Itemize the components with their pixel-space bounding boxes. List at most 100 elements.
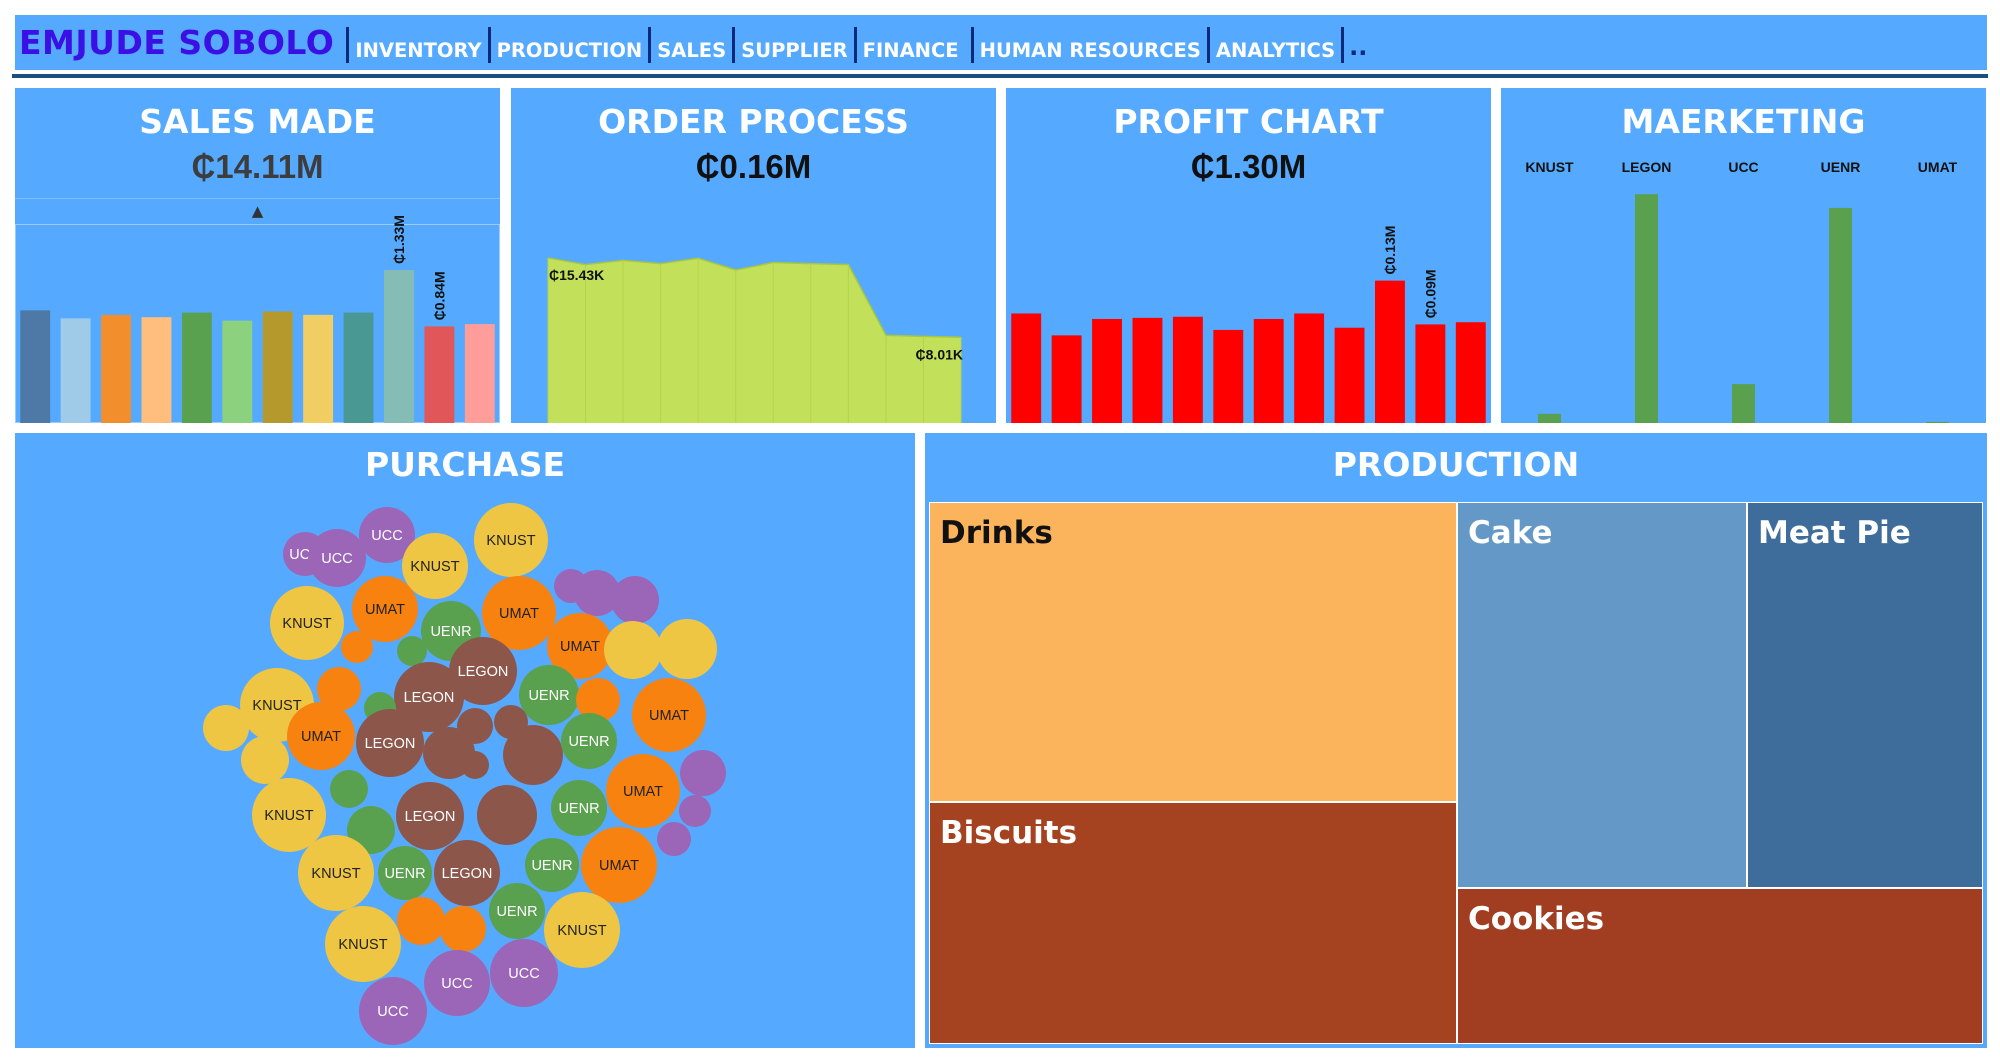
purchase-bubble[interactable] <box>434 840 500 906</box>
purchase-bubble[interactable] <box>657 822 691 856</box>
sales-bar[interactable] <box>343 312 374 423</box>
purchase-bubble[interactable] <box>317 667 361 711</box>
treemap-cell-cookies[interactable]: Cookies <box>1457 888 1983 1044</box>
purchase-bubble-label: UMAT <box>499 606 539 622</box>
profit-bar[interactable] <box>1011 313 1042 423</box>
sales-bar[interactable] <box>101 314 131 423</box>
profit-bar[interactable] <box>1294 313 1325 423</box>
purchase-bubble[interactable] <box>241 736 289 784</box>
sales-bar[interactable] <box>222 320 253 423</box>
nav-separator <box>970 26 974 63</box>
nav-supplier[interactable]: SUPPLIER <box>741 39 848 62</box>
purchase-bubble[interactable] <box>287 702 355 770</box>
purchase-bubble[interactable] <box>440 906 486 952</box>
profit-bar[interactable] <box>1172 316 1203 423</box>
purchase-bubble[interactable] <box>551 780 607 836</box>
purchase-bubble[interactable] <box>519 665 579 725</box>
purchase-bubble[interactable] <box>489 883 545 939</box>
profit-bar[interactable] <box>1051 335 1082 423</box>
marketing-bar[interactable] <box>1926 421 1949 423</box>
marketing-bar[interactable] <box>1829 207 1852 423</box>
sales-bar[interactable] <box>303 314 334 423</box>
purchase-bubble[interactable] <box>576 678 620 722</box>
profit-bar[interactable] <box>1334 327 1365 423</box>
sales-bar[interactable] <box>60 318 91 423</box>
purchase-bubble[interactable] <box>270 586 344 660</box>
purchase-bubble[interactable] <box>449 637 517 705</box>
purchase-bubble[interactable] <box>574 570 620 616</box>
purchase-bubble[interactable] <box>525 838 579 892</box>
purchase-bubble[interactable] <box>679 795 711 827</box>
purchase-bubble[interactable] <box>680 750 726 796</box>
sales-bar[interactable] <box>262 311 293 423</box>
sales-bar[interactable] <box>464 324 495 423</box>
order-area-fill[interactable] <box>548 257 961 423</box>
sales-bar[interactable] <box>20 310 51 423</box>
purchase-bubble[interactable] <box>503 725 563 785</box>
sales-made-value: ₵14.11M <box>191 148 324 185</box>
sales-bar[interactable] <box>424 326 455 423</box>
sales-bar[interactable] <box>181 312 212 423</box>
purchase-bubble[interactable] <box>394 662 464 732</box>
profit-bar[interactable] <box>1253 318 1284 423</box>
nav-sales[interactable]: SALES <box>657 39 727 62</box>
purchase-bubble[interactable] <box>356 709 424 777</box>
purchase-bubble[interactable] <box>477 785 537 845</box>
nav-more-button[interactable]: .. <box>1349 32 1368 61</box>
purchase-bubble[interactable] <box>657 619 717 679</box>
purchase-bubble[interactable] <box>359 977 427 1045</box>
purchase-bubble[interactable] <box>402 533 468 599</box>
treemap-cell-cake[interactable]: Cake <box>1457 502 1747 888</box>
purchase-bubble[interactable] <box>330 770 368 808</box>
purchase-bubble[interactable] <box>252 778 326 852</box>
treemap-cell-biscuits[interactable]: Biscuits <box>929 802 1457 1044</box>
purchase-bubble[interactable] <box>606 754 680 828</box>
order-process-value: ₵0.16M <box>695 148 812 185</box>
purchase-bubble[interactable] <box>396 782 464 850</box>
purchase-bubble[interactable] <box>632 678 706 752</box>
sales-made-title: SALES MADE <box>139 102 376 141</box>
purchase-bubble[interactable] <box>474 503 548 577</box>
nav-human-resources[interactable]: HUMAN RESOURCES <box>979 39 1201 62</box>
purchase-bubble[interactable] <box>581 827 657 903</box>
profit-bar[interactable] <box>1213 329 1244 423</box>
nav-analytics[interactable]: ANALYTICS <box>1215 39 1336 62</box>
purchase-bubble[interactable] <box>544 892 620 968</box>
purchase-bubble[interactable] <box>461 751 489 779</box>
purchase-bubble-label: UMAT <box>623 784 663 800</box>
purchase-bubble[interactable] <box>203 705 249 751</box>
nav-inventory[interactable]: INVENTORY <box>355 39 482 62</box>
purchase-bubble[interactable] <box>482 576 556 650</box>
purchase-bubble[interactable] <box>298 835 374 911</box>
profit-bar[interactable] <box>1375 280 1405 423</box>
purchase-bubble[interactable] <box>359 507 415 563</box>
purchase-bubble[interactable] <box>308 529 366 587</box>
purchase-bubble[interactable] <box>341 631 373 663</box>
profit-bar[interactable] <box>1455 322 1486 423</box>
purchase-bubble-label: UMAT <box>599 858 639 874</box>
profit-bar[interactable] <box>1132 317 1163 423</box>
purchase-bubble[interactable] <box>561 713 617 769</box>
marketing-bar[interactable] <box>1635 194 1658 423</box>
purchase-bubble[interactable] <box>424 950 490 1016</box>
treemap-cell-meat-pie[interactable]: Meat Pie <box>1747 502 1983 888</box>
purchase-bubble[interactable] <box>547 613 613 679</box>
treemap-cell-drinks[interactable]: Drinks <box>929 502 1457 802</box>
purchase-bubble[interactable] <box>604 621 662 679</box>
profit-bar[interactable] <box>1415 324 1446 423</box>
purchase-bubble[interactable] <box>397 636 427 666</box>
purchase-bubble[interactable] <box>347 806 395 854</box>
purchase-bubble[interactable] <box>352 576 418 642</box>
purchase-bubble[interactable] <box>325 906 401 982</box>
nav-finance[interactable]: FINANCE <box>862 39 959 62</box>
marketing-bar[interactable] <box>1538 413 1561 423</box>
sales-bar[interactable] <box>384 270 414 423</box>
profit-bar[interactable] <box>1092 318 1122 423</box>
nav-production[interactable]: PRODUCTION <box>496 39 643 62</box>
purchase-bubble[interactable] <box>378 846 432 900</box>
purchase-bubble[interactable] <box>397 897 445 945</box>
purchase-bubble[interactable] <box>490 939 558 1007</box>
sales-bar[interactable] <box>141 317 172 423</box>
purchase-bubble[interactable] <box>611 576 659 624</box>
marketing-bar[interactable] <box>1732 384 1755 423</box>
